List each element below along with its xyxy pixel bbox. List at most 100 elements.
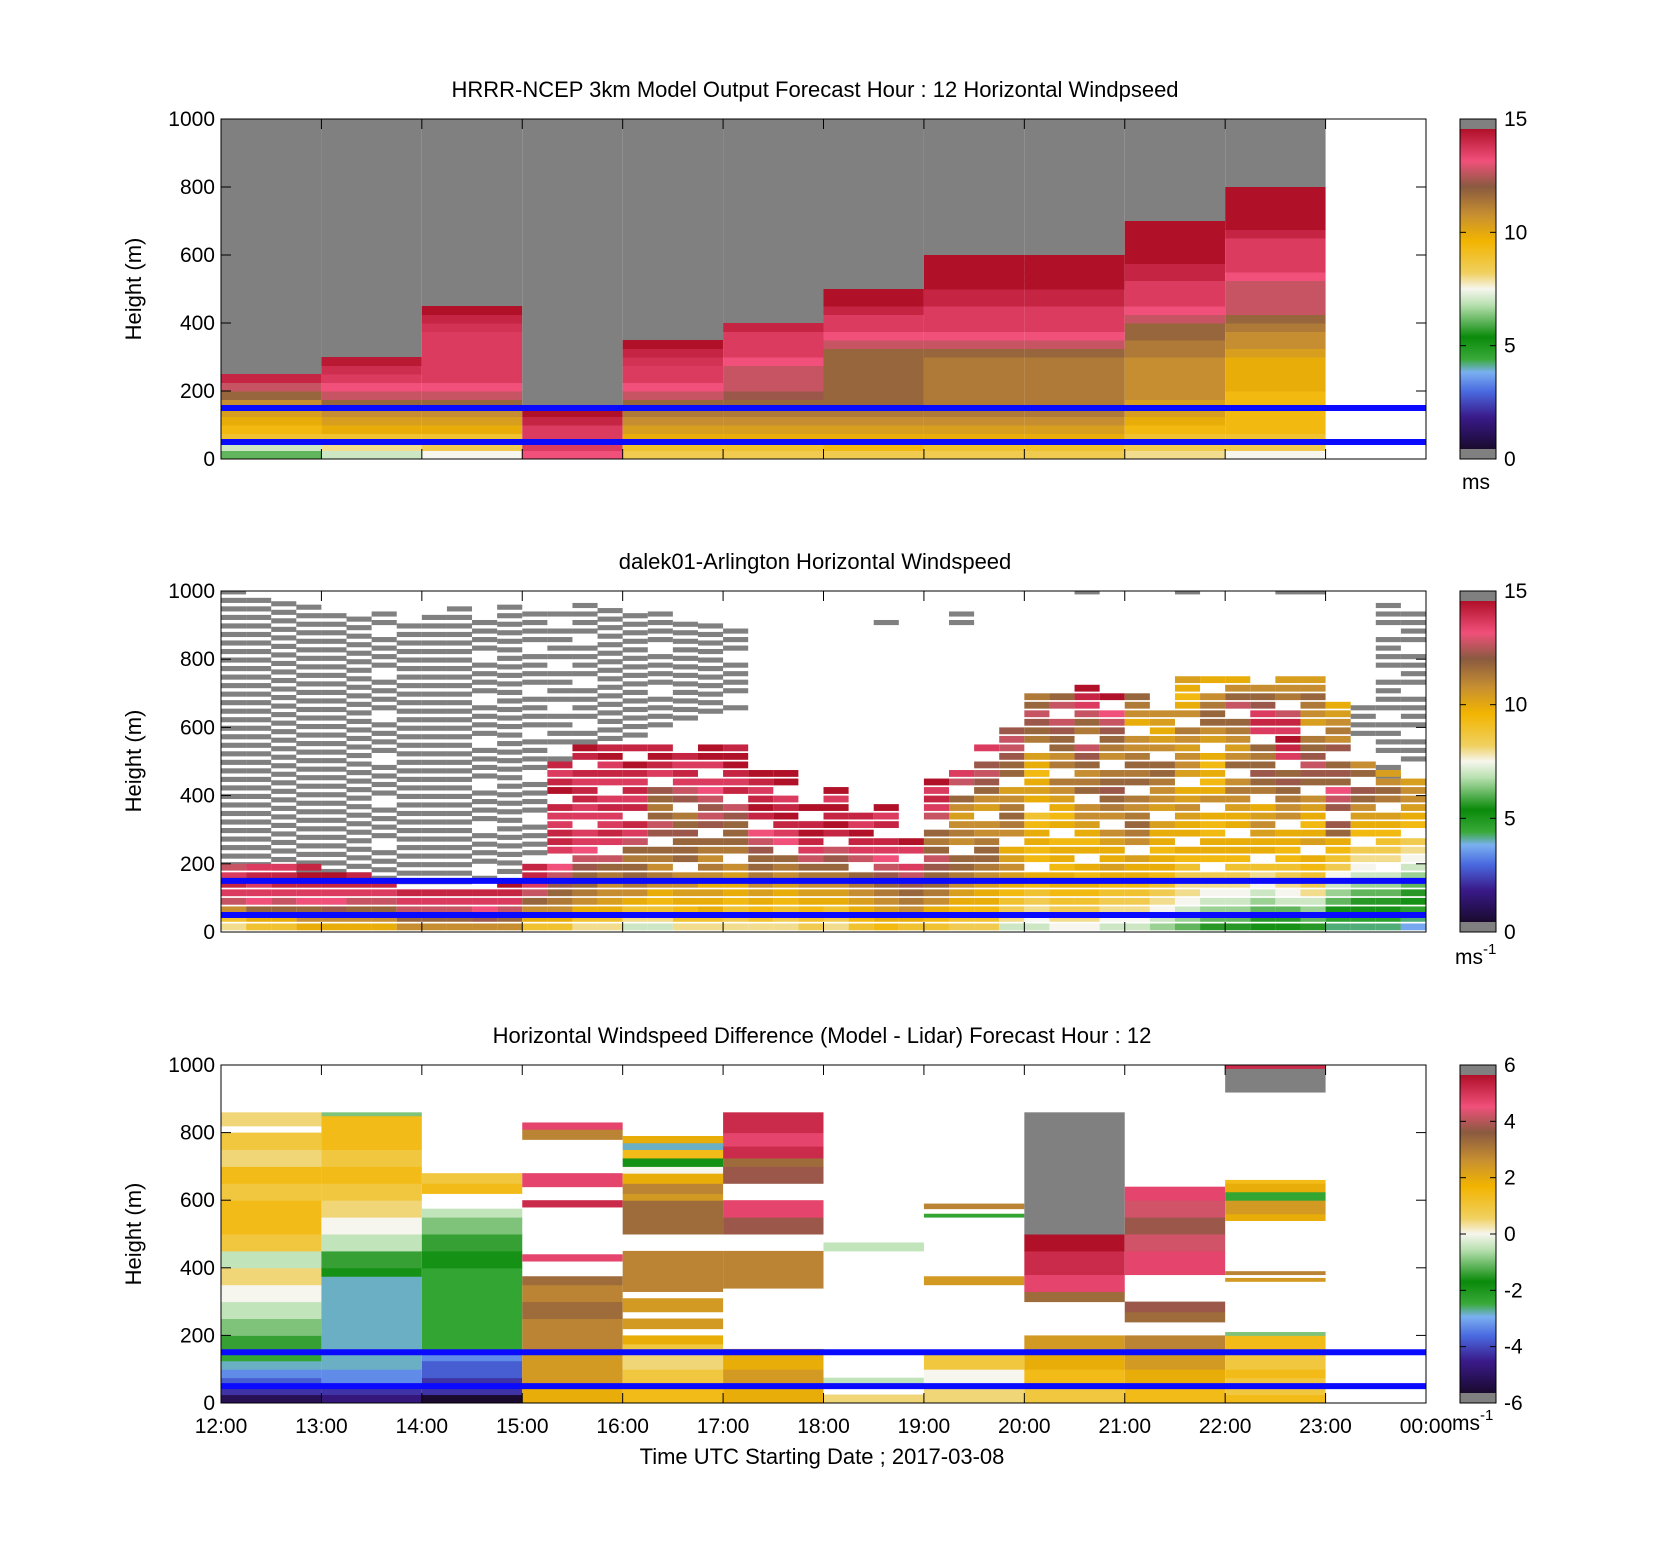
lidar-gate: [321, 923, 347, 931]
lidar-gate: [472, 914, 498, 922]
lidar-gate: [1375, 812, 1401, 820]
lidar-gate-gray: [346, 744, 372, 750]
lidar-gate: [949, 838, 975, 846]
lidar-gate: [647, 889, 673, 897]
model-cell: [723, 331, 824, 341]
model-cell: [823, 365, 924, 375]
model-cell: [1024, 314, 1125, 324]
model-cell: [321, 433, 422, 443]
model-cell: [1124, 374, 1226, 383]
lidar-gate-gray: [396, 836, 422, 842]
lidar-gate: [1074, 906, 1100, 914]
lidar-gate: [1049, 846, 1075, 854]
model-cell: [1225, 280, 1326, 290]
lidar-gate-gray: [1375, 764, 1401, 771]
lidar-gate: [1124, 855, 1150, 863]
difference-cell: [1124, 1200, 1226, 1218]
lidar-gate: [1350, 906, 1376, 914]
lidar-gate: [1400, 846, 1426, 854]
lidar-gate-gray: [371, 637, 397, 643]
lidar-gate: [221, 923, 247, 931]
lidar-gate: [873, 880, 899, 888]
difference-cell: [622, 1298, 724, 1313]
y-tick-label: 800: [180, 1122, 215, 1145]
lidar-gate: [1225, 914, 1251, 922]
lidar-gate: [1024, 821, 1050, 828]
lidar-gate-gray: [472, 807, 498, 813]
lidar-gate: [1099, 812, 1125, 820]
lidar-gate: [873, 872, 899, 880]
lidar-gate-gray: [597, 667, 623, 673]
lidar-gate: [572, 770, 598, 777]
lidar-gate: [723, 821, 749, 828]
lidar-gate: [1024, 889, 1050, 897]
lidar-gate-gray: [497, 775, 523, 781]
lidar-gate-gray: [346, 795, 372, 801]
model-cell: [723, 433, 824, 443]
lidar-gate: [823, 906, 849, 914]
lidar-gate-gray: [547, 722, 573, 728]
x-tick-label: 21:00: [1098, 1415, 1151, 1438]
lidar-gate: [999, 821, 1025, 828]
model-cell: [221, 408, 322, 417]
lidar-gate: [923, 897, 950, 905]
model-cell: [1124, 255, 1226, 264]
lidar-gate: [1049, 795, 1075, 803]
lidar-gate: [1024, 812, 1050, 820]
model-cell: [923, 408, 1025, 417]
lidar-gate-gray: [421, 742, 447, 748]
lidar-gate-gray: [1375, 730, 1401, 736]
lidar-gate: [773, 855, 799, 863]
model-cell: [723, 348, 824, 358]
panel3-cells: [221, 1065, 1426, 1403]
lidar-gate: [1275, 812, 1301, 820]
lidar-gate: [597, 880, 623, 888]
model-cell: [723, 391, 824, 400]
model-column-above: [622, 119, 724, 340]
lidar-gate: [1099, 923, 1125, 931]
difference-cell: [321, 1183, 422, 1201]
lidar-gate: [1074, 872, 1100, 880]
lidar-gate: [1149, 761, 1175, 769]
lidar-gate: [1024, 838, 1050, 846]
lidar-gate: [246, 872, 272, 880]
lidar-gate: [748, 846, 774, 854]
lidar-gate: [446, 906, 473, 914]
lidar-gate: [748, 914, 774, 922]
lidar-gate-gray: [346, 770, 372, 776]
lidar-gate: [1099, 727, 1125, 735]
lidar-gate-gray: [1375, 739, 1401, 745]
difference-cell: [622, 1318, 724, 1330]
lidar-gate-gray: [371, 850, 397, 856]
lidar-gate: [547, 821, 573, 828]
lidar-gate-gray: [321, 689, 347, 696]
difference-cell: [522, 1254, 623, 1262]
difference-cell: [221, 1166, 322, 1184]
lidar-gate: [1099, 855, 1125, 863]
lidar-gate-gray: [346, 727, 372, 733]
lidar-gate: [1099, 863, 1125, 871]
lidar-gate: [572, 829, 598, 837]
difference-cell: [923, 1276, 1025, 1286]
model-column-above: [221, 119, 322, 374]
lidar-gate: [1225, 923, 1251, 931]
lidar-gate-gray: [221, 810, 247, 817]
lidar-gate: [1200, 718, 1226, 726]
lidar-gate: [547, 914, 573, 922]
lidar-gate: [748, 787, 774, 794]
lidar-gate-gray: [346, 633, 372, 639]
lidar-gate: [773, 889, 799, 897]
lidar-gate: [396, 914, 422, 922]
model-cell: [1225, 187, 1326, 196]
lidar-gate: [1074, 880, 1100, 888]
lidar-gate: [873, 812, 899, 820]
lidar-gate: [672, 770, 698, 777]
lidar-gate-gray: [396, 793, 422, 800]
lidar-gate: [1174, 676, 1201, 684]
colorbar2-unit: ms-1: [1455, 941, 1496, 969]
lidar-gate-gray: [1350, 705, 1376, 711]
lidar-gate: [672, 872, 698, 880]
lidar-gate: [672, 880, 698, 888]
model-column-above: [923, 119, 1025, 255]
lidar-gate: [1350, 804, 1376, 811]
